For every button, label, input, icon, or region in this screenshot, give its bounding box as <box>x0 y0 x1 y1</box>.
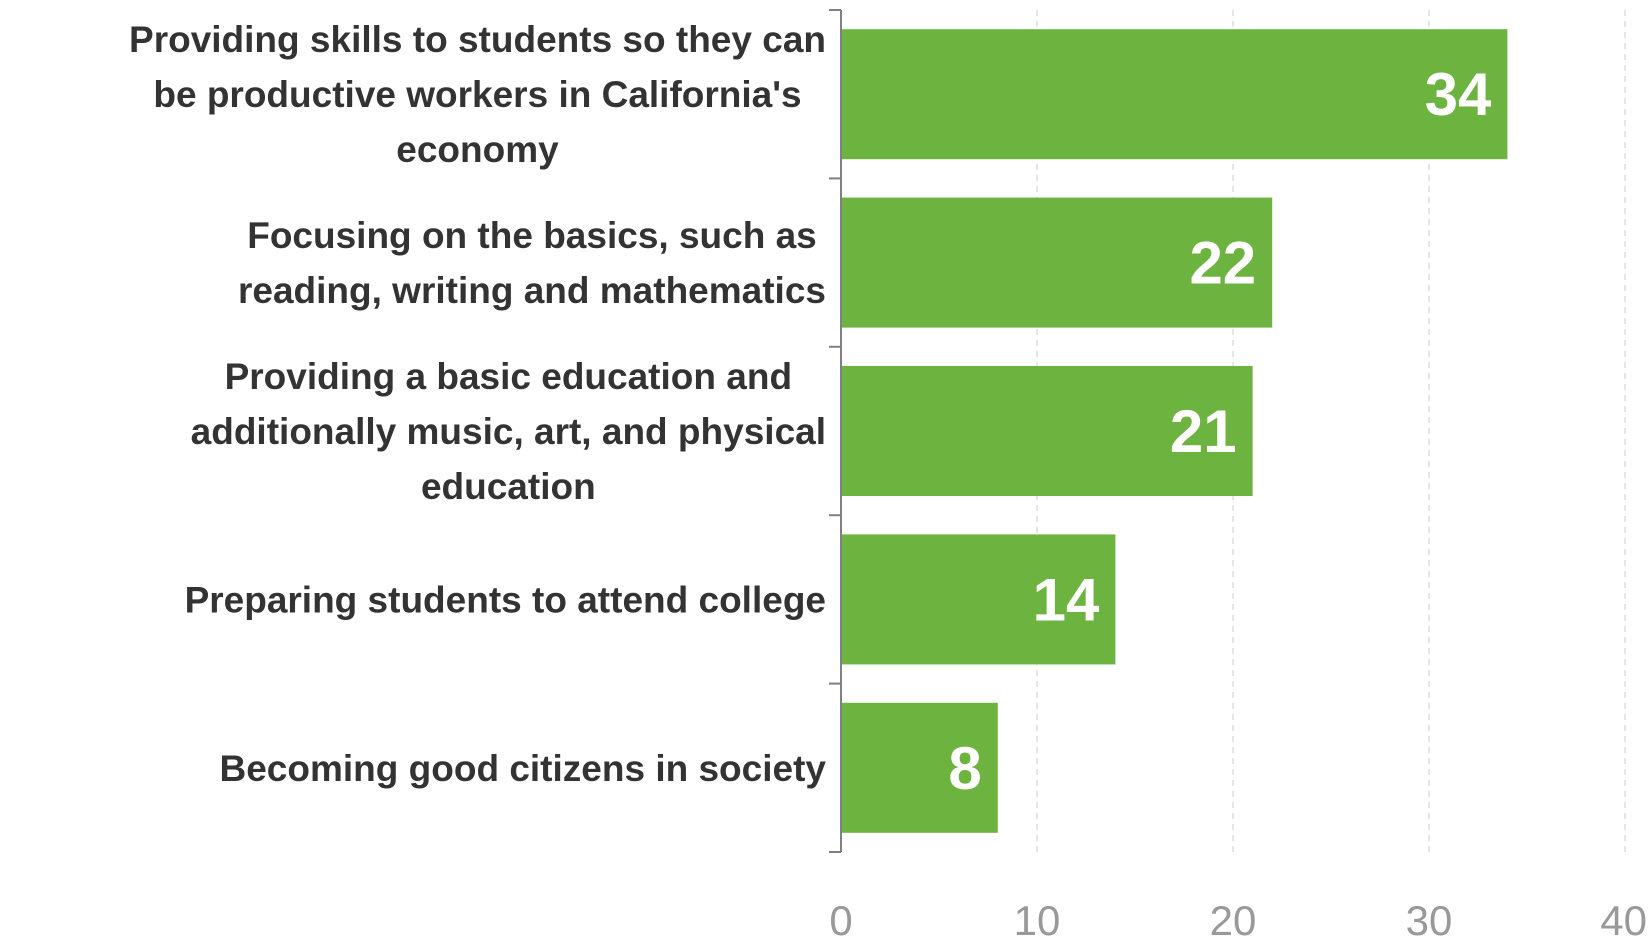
category-label-4: Preparing students to attend college <box>185 579 826 620</box>
category-label-3: Providing a basic education and additiona… <box>191 356 826 507</box>
x-axis-tick-labels: 0 10 20 30 40 <box>829 897 1647 939</box>
y-axis <box>829 9 842 853</box>
x-tick-label-0: 0 <box>829 897 852 939</box>
value-label-3: 21 <box>1170 398 1237 465</box>
bars: 34 22 21 14 8 <box>841 29 1508 833</box>
category-label-line: reading, writing and mathematics <box>238 270 826 311</box>
category-label-line: economy <box>396 129 559 170</box>
category-label-5: Becoming good citizens in society <box>220 748 827 789</box>
x-tick-label-30: 30 <box>1406 897 1453 939</box>
category-label-line: education <box>421 466 596 507</box>
category-labels: Providing skills to students so they can… <box>129 19 826 789</box>
category-label-line: Providing skills to students so they can <box>129 19 826 60</box>
category-label-1: Providing skills to students so they can… <box>129 19 826 170</box>
category-label-line: Focusing on the basics, such as <box>247 215 817 256</box>
bar-3 <box>841 366 1253 496</box>
category-label-line: Providing a basic education and <box>225 356 792 397</box>
category-label-line: be productive workers in California's <box>153 74 801 115</box>
x-tick-label-10: 10 <box>1014 897 1061 939</box>
x-tick-label-40: 40 <box>1600 897 1647 939</box>
value-label-1: 34 <box>1425 61 1492 128</box>
category-label-line: Preparing students to attend college <box>185 579 826 620</box>
category-label-line: additionally music, art, and physical <box>191 411 826 452</box>
category-label-2: Focusing on the basics, such as reading, … <box>238 215 826 311</box>
value-label-5: 8 <box>948 735 981 802</box>
x-tick-label-20: 20 <box>1210 897 1257 939</box>
value-label-2: 22 <box>1189 230 1256 297</box>
value-label-4: 14 <box>1033 566 1100 633</box>
bar-1 <box>841 29 1508 160</box>
bar-5 <box>841 702 998 833</box>
bar-2 <box>841 197 1273 328</box>
category-label-line: Becoming good citizens in society <box>220 748 827 789</box>
bar-4 <box>841 534 1116 665</box>
